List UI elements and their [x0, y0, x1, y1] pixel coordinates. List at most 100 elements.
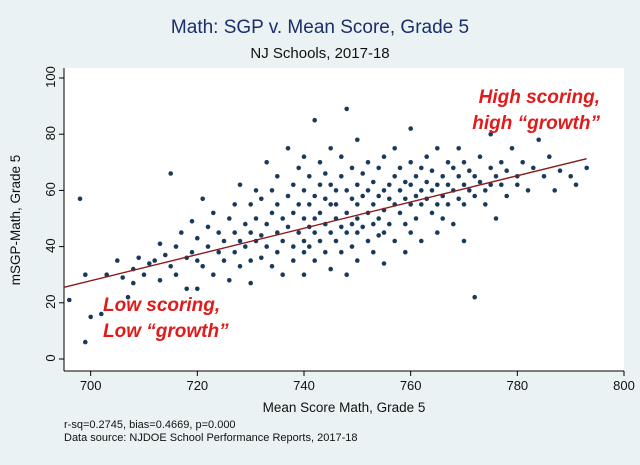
data-point	[301, 272, 307, 278]
data-point	[157, 278, 163, 283]
stats-note: r-sq=0.2745, bias=0.4669, p=0.000	[64, 419, 236, 431]
data-point	[339, 249, 344, 255]
data-point	[237, 238, 243, 244]
data-point	[499, 182, 504, 188]
data-point	[115, 258, 120, 263]
data-point	[445, 182, 451, 188]
data-point	[387, 196, 392, 202]
data-point	[408, 160, 414, 165]
data-point	[403, 196, 408, 202]
data-point	[365, 160, 371, 165]
data-point	[349, 244, 355, 249]
data-point	[227, 278, 232, 283]
data-point	[163, 252, 168, 258]
data-point	[440, 174, 446, 179]
data-point	[531, 165, 536, 171]
data-point	[83, 339, 88, 345]
data-point	[275, 174, 280, 179]
data-point	[371, 179, 376, 185]
data-point	[243, 221, 248, 227]
annotation-low-line1: Low scoring,	[103, 295, 220, 316]
data-point	[472, 294, 478, 300]
data-point	[237, 264, 243, 269]
y-axis: 0 20 40 60 80 100	[43, 66, 65, 371]
data-point	[392, 238, 398, 244]
data-point	[525, 188, 531, 193]
data-point	[141, 272, 147, 278]
data-point	[435, 182, 440, 188]
data-point	[344, 106, 350, 112]
y-tick-label: 20	[43, 295, 58, 309]
data-point	[483, 188, 488, 193]
data-point	[403, 249, 408, 255]
data-point	[323, 171, 328, 176]
data-point	[493, 216, 499, 221]
data-point	[269, 264, 275, 269]
data-point	[157, 241, 163, 247]
data-point	[429, 210, 435, 216]
data-point	[355, 137, 360, 143]
data-point	[547, 154, 552, 159]
data-point	[301, 154, 307, 159]
data-point	[333, 188, 339, 193]
data-point	[456, 146, 462, 151]
data-point	[328, 266, 334, 272]
data-point	[557, 168, 563, 173]
data-point	[168, 264, 173, 269]
data-point	[381, 261, 387, 266]
data-point	[173, 244, 179, 249]
data-point	[472, 193, 478, 199]
data-point	[440, 216, 446, 221]
data-point	[413, 216, 419, 221]
data-point	[435, 202, 440, 207]
data-point	[248, 258, 253, 263]
data-point	[317, 238, 323, 244]
data-point	[307, 202, 312, 207]
data-point	[461, 160, 467, 165]
data-point	[371, 249, 376, 255]
y-tick-label: 80	[43, 126, 58, 140]
data-point	[483, 202, 488, 207]
data-point	[403, 179, 408, 185]
data-point	[285, 193, 291, 199]
data-point	[419, 165, 424, 171]
data-point	[456, 174, 462, 179]
data-point	[515, 182, 520, 188]
x-tick-label: 800	[613, 378, 635, 393]
data-point	[312, 216, 318, 221]
data-point	[264, 244, 270, 249]
data-point	[461, 202, 467, 207]
data-point	[205, 224, 211, 230]
data-point	[435, 230, 440, 235]
data-point	[451, 221, 456, 227]
data-point	[237, 182, 243, 188]
data-point	[189, 219, 195, 224]
data-point	[307, 244, 312, 249]
data-point	[99, 311, 104, 317]
data-point	[195, 286, 200, 292]
data-points	[67, 106, 589, 345]
data-point	[227, 216, 232, 221]
data-point	[339, 154, 344, 159]
data-point	[253, 188, 259, 193]
data-point	[339, 174, 344, 179]
data-point	[360, 224, 366, 230]
data-point	[424, 154, 430, 159]
x-tick-label: 740	[293, 378, 315, 393]
data-point	[312, 230, 318, 235]
data-point	[541, 174, 547, 179]
data-point	[317, 182, 323, 188]
data-point	[568, 174, 573, 179]
data-point	[376, 216, 382, 221]
x-tick-label: 700	[80, 378, 102, 393]
data-point	[264, 221, 270, 227]
data-point	[365, 188, 371, 193]
data-point	[371, 202, 376, 207]
data-point	[312, 117, 318, 123]
data-point	[259, 233, 264, 238]
data-point	[381, 154, 387, 159]
data-point	[499, 160, 504, 165]
data-point	[147, 261, 152, 266]
data-point	[291, 210, 296, 216]
data-point	[136, 255, 141, 261]
